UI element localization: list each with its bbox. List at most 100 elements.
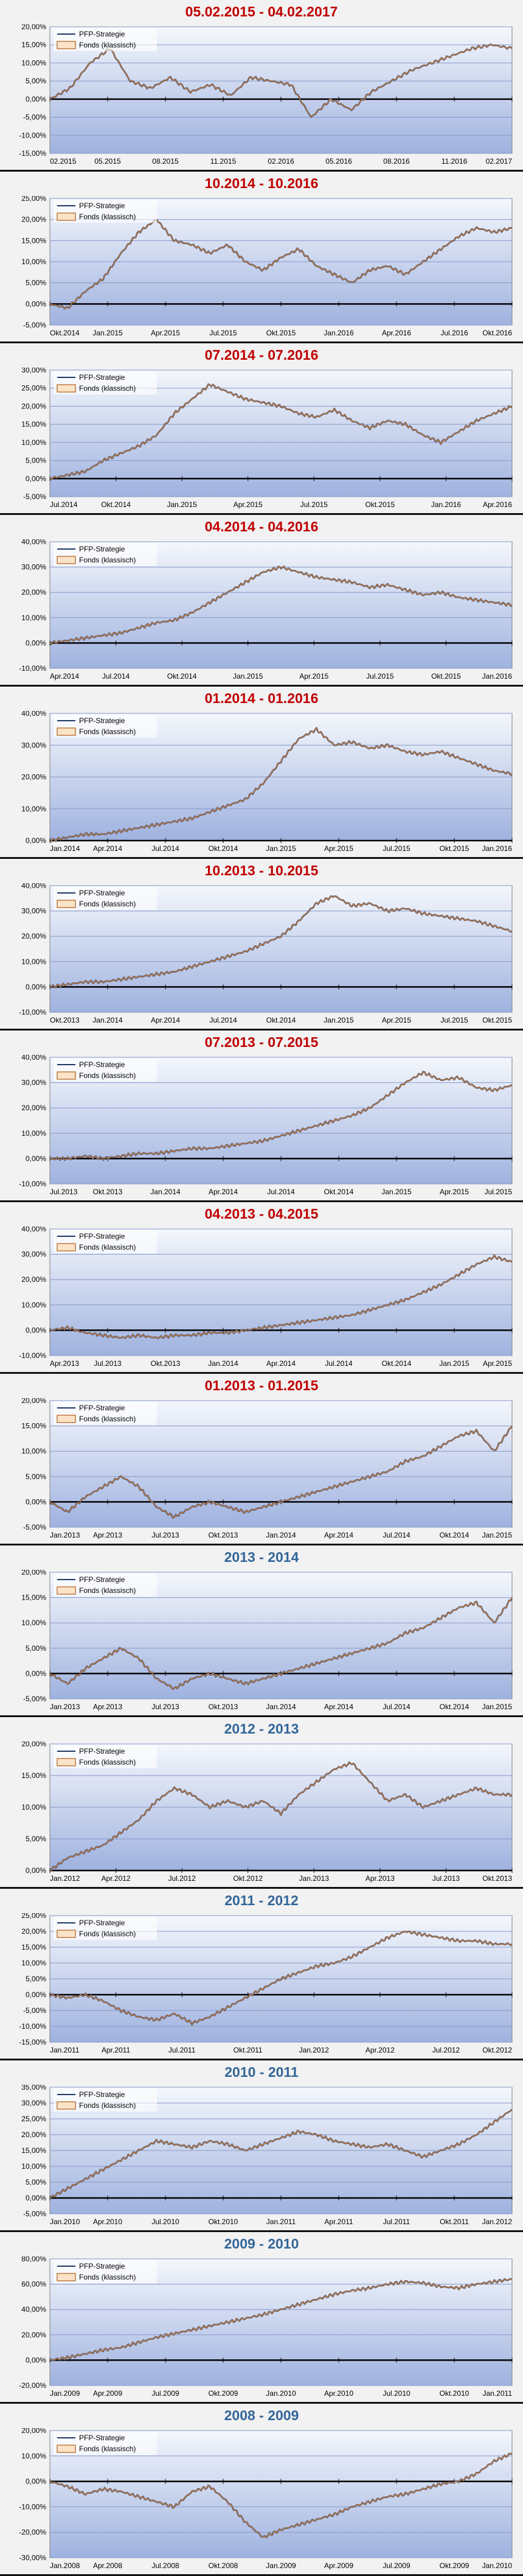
x-tick-label: Jan.2014 (266, 1703, 296, 1711)
x-tick-label: Okt.2013 (209, 1703, 238, 1711)
chart-panel: 04.2013 - 04.2015 -10,00% 0,00% 10,00% 20,00… (0, 1202, 523, 1374)
y-tick-label: -5,00% (23, 1695, 46, 1703)
x-tick-label: Okt.2013 (93, 1188, 123, 1196)
x-tick-label: Apr.2013 (93, 1531, 122, 1539)
x-tick-label: Apr.2013 (50, 1359, 79, 1368)
x-tick-label: Jan.2013 (299, 1874, 330, 1883)
y-tick-label: 10,00% (21, 58, 46, 67)
y-tick-label: 30,00% (21, 1079, 46, 1087)
x-tick-label: Apr.2014 (266, 1359, 296, 1368)
chart-panel: 2010 - 2011 -5,00% 0,00% 5,00% 10,00% 15,00% 2… (0, 2060, 523, 2232)
y-tick-label: 15,00% (21, 1422, 46, 1430)
x-tick-label: Jul.2014 (209, 1016, 237, 1024)
chart-panel: 10.2013 - 10.2015 -10,00% 0,00% 10,00% 20,00… (0, 859, 523, 1031)
legend-swatch (57, 1586, 76, 1595)
x-tick-label: Jan.2015 (266, 844, 296, 853)
x-tick-label: Jul.2013 (151, 1703, 179, 1711)
series-line (49, 383, 513, 480)
x-tick-label: Apr.2014 (50, 672, 79, 681)
line-chart: 0,00% 10,00% 20,00% 30,00% 40,00% Jan.2014 Apr… (21, 711, 513, 853)
x-tick-label: Okt.2015 (365, 500, 395, 509)
x-tick-label: Okt.2014 (440, 1531, 469, 1539)
y-tick-label: 0,00% (26, 639, 46, 647)
y-tick-label: 0,00% (26, 836, 46, 845)
legend-swatch (57, 1071, 76, 1080)
y-tick-label: -5,00% (23, 1523, 46, 1531)
chart-panel: 2013 - 2014 -5,00% 0,00% 5,00% 10,00% 15,00% 2… (0, 1545, 523, 1717)
line-chart: -5,00% 0,00% 5,00% 10,00% 15,00% 20,00% 25,00%… (21, 368, 513, 509)
y-tick-label: 10,00% (21, 1447, 46, 1455)
series-line (49, 1071, 513, 1161)
x-tick-label: Jan.2012 (482, 2217, 513, 2226)
y-tick-label: 30,00% (21, 563, 46, 572)
y-tick-label: 30,00% (21, 368, 46, 374)
x-tick-label: Okt.2014 (382, 1359, 412, 1368)
x-tick-label: 02.2017 (486, 157, 513, 166)
legend-label: PFP-Strategie (79, 1060, 125, 1069)
y-tick-label: 5,00% (26, 1644, 46, 1653)
y-tick-label: 40,00% (21, 539, 46, 546)
x-tick-label: Jan.2015 (482, 1703, 513, 1711)
y-tick-label: 0,00% (26, 1154, 46, 1163)
y-tick-label: 20,00% (21, 1741, 46, 1748)
chart-panel: 2008 - 2009 -30,00% -20,00% -10,00% 0,00% 10,… (0, 2404, 523, 2576)
y-tick-label: 35,00% (21, 2085, 46, 2091)
chart-panel: 01.2014 - 01.2016 0,00% 10,00% 20,00% 30,00%… (0, 687, 523, 859)
x-tick-label: Jan.2015 (92, 329, 123, 337)
line-chart: -10,00% 0,00% 10,00% 20,00% 30,00% 40,00% Apr.… (19, 539, 513, 681)
legend-label: PFP-Strategie (79, 2090, 125, 2099)
y-tick-label: 20,00% (21, 588, 46, 597)
y-tick-label: 10,00% (21, 1301, 46, 1309)
x-tick-label: Jan.2013 (50, 1531, 80, 1539)
legend-label: PFP-Strategie (79, 1747, 125, 1755)
y-tick-label: 30,00% (21, 1250, 46, 1259)
y-tick-label: 20,00% (21, 1275, 46, 1284)
x-tick-label: Okt.2016 (482, 329, 512, 337)
x-tick-label: Jul.2015 (485, 1188, 513, 1196)
x-tick-label: Jan.2016 (482, 844, 513, 853)
legend-label: Fonds (klassisch) (79, 2445, 136, 2453)
x-tick-label: Jan.2014 (92, 1016, 123, 1024)
y-tick-label: 25,00% (21, 384, 46, 393)
x-tick-label: Jan.2009 (266, 2561, 296, 2570)
x-tick-label: Apr.2011 (324, 2217, 353, 2226)
y-tick-label: 60,00% (21, 2280, 46, 2289)
x-tick-label: Jan.2011 (50, 2046, 80, 2054)
y-tick-label: 10,00% (21, 257, 46, 266)
chart-title: 10.2014 - 10.2016 (204, 175, 319, 191)
chart-title: 2013 - 2014 (224, 1549, 299, 1565)
y-tick-label: 20,00% (21, 773, 46, 782)
x-tick-label: Jan.2015 (233, 672, 263, 681)
x-tick-label: Apr.2008 (93, 2561, 122, 2570)
x-tick-label: Apr.2015 (483, 1359, 512, 1368)
x-tick-label: Apr.2015 (299, 672, 328, 681)
legend-swatch (57, 1415, 76, 1423)
line-chart: -5,00% 0,00% 5,00% 10,00% 15,00% 20,00% 25,00%… (21, 2085, 513, 2226)
y-tick-label: 10,00% (21, 1619, 46, 1627)
x-tick-label: Apr.2015 (234, 500, 263, 509)
y-tick-label: 40,00% (21, 883, 46, 890)
y-tick-label: -10,00% (19, 1008, 46, 1017)
x-tick-label: Jul.2015 (300, 500, 328, 509)
y-tick-label: -5,00% (23, 2006, 46, 2015)
legend-swatch (57, 1243, 76, 1251)
legend: PFP-Strategie Fonds (klassisch) (54, 2432, 157, 2455)
chart-title: 2010 - 2011 (224, 2064, 299, 2080)
line-chart: -5,00% 0,00% 5,00% 10,00% 15,00% 20,00% Jan.20… (21, 1570, 513, 1711)
y-tick-label: -20,00% (19, 2528, 46, 2536)
y-tick-label: 5,00% (26, 2178, 46, 2186)
chart-title: 01.2014 - 01.2016 (204, 690, 319, 706)
x-tick-label: Jan.2011 (483, 2389, 513, 2398)
legend-swatch (57, 556, 76, 564)
x-tick-label: Jul.2008 (151, 2561, 179, 2570)
line-chart: -5,00% 0,00% 5,00% 10,00% 15,00% 20,00% Jan.20… (21, 1398, 513, 1539)
y-tick-label: 5,00% (26, 279, 46, 287)
y-tick-label: 40,00% (21, 1227, 46, 1233)
y-tick-label: 0,00% (26, 1326, 46, 1334)
y-tick-label: 10,00% (21, 2162, 46, 2171)
chart-panel: 05.02.2015 - 04.02.2017 -15,00% -10,00% -5,… (0, 0, 523, 172)
x-tick-label: Apr.2016 (382, 329, 411, 337)
x-tick-label: Jul.2016 (440, 329, 468, 337)
y-tick-label: 20,00% (21, 1104, 46, 1112)
chart-panel: 10.2014 - 10.2016 -5,00% 0,00% 5,00% 10,00% 1… (0, 172, 523, 343)
